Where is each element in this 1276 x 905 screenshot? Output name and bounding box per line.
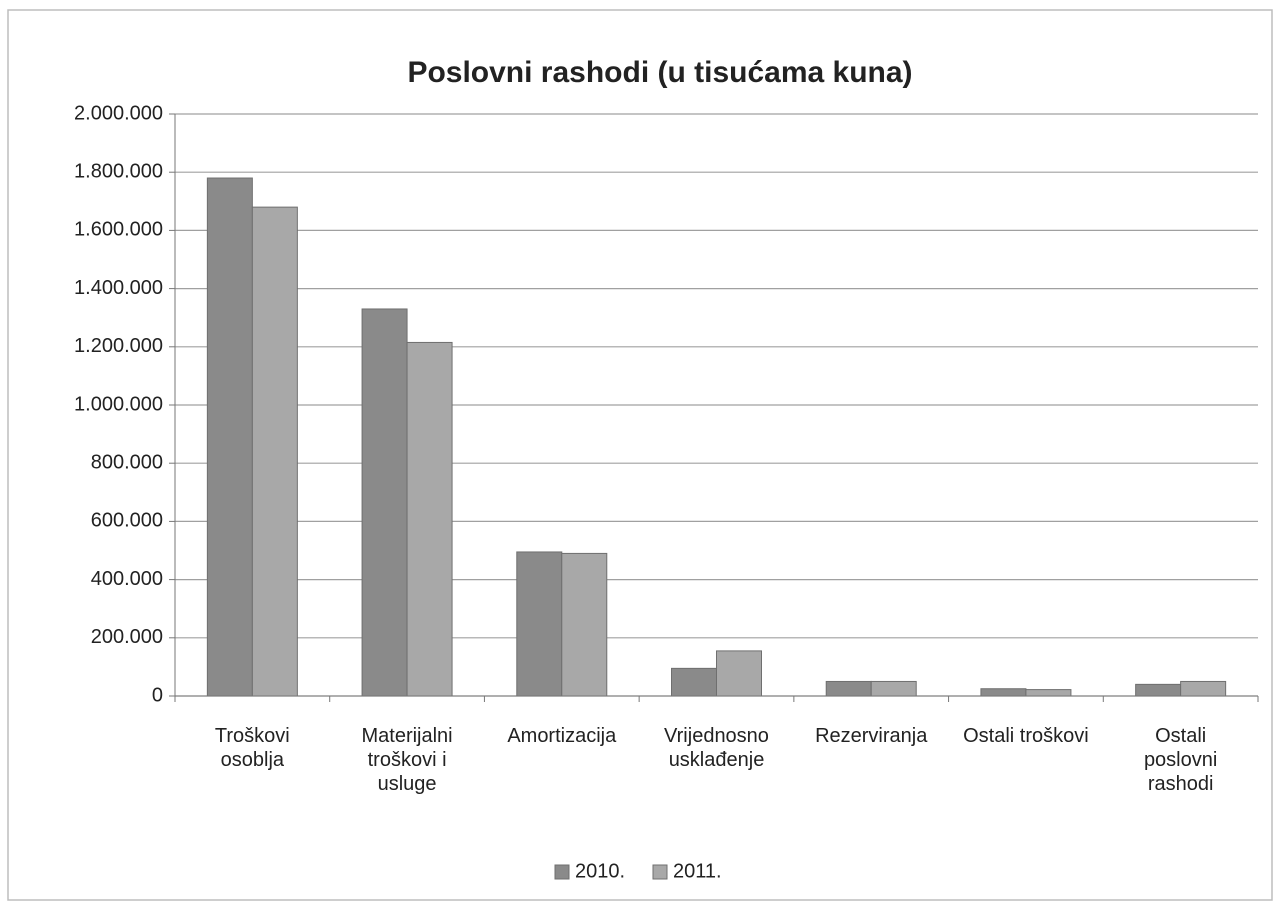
x-tick-label: Ostali poslovni rashodi xyxy=(1143,725,1218,795)
y-tick-label: 1.000.000 xyxy=(74,393,163,415)
bar xyxy=(716,650,762,697)
x-tick-label: Troškovi osoblja xyxy=(214,725,290,771)
legend-swatch xyxy=(652,864,668,880)
y-tick-label: 0 xyxy=(152,684,163,706)
legend-swatch xyxy=(554,864,570,880)
x-tick-label: Vrijednosno usklađenje xyxy=(664,725,769,771)
bar xyxy=(516,551,563,697)
bar xyxy=(206,177,253,697)
bar xyxy=(361,308,408,697)
y-tick-label: 800.000 xyxy=(91,451,163,473)
y-tick-label: 1.800.000 xyxy=(74,160,163,182)
y-tick-label: 1.200.000 xyxy=(74,335,163,357)
bar xyxy=(406,341,453,697)
bar xyxy=(870,680,917,697)
y-tick-label: 1.600.000 xyxy=(74,219,163,241)
y-tick-label: 600.000 xyxy=(91,510,163,532)
x-tick-label: Rezerviranja xyxy=(815,725,928,747)
bar xyxy=(1180,680,1227,697)
x-tick-label: Materijalni troškovi i usluge xyxy=(361,725,453,795)
y-tick-label: 400.000 xyxy=(91,568,163,590)
y-tick-label: 2.000.000 xyxy=(74,102,163,124)
bar xyxy=(1135,683,1182,697)
y-tick-label: 200.000 xyxy=(91,626,163,648)
bar xyxy=(1025,689,1072,697)
x-tick-label: Amortizacija xyxy=(507,725,617,747)
bar xyxy=(561,552,608,697)
x-tick-label: Ostali troškovi xyxy=(963,725,1089,747)
legend-label: 2011. xyxy=(673,860,722,882)
chart-title: Poslovni rashodi (u tisućama kuna) xyxy=(407,56,912,89)
legend-label: 2010. xyxy=(575,860,625,882)
y-tick-label: 1.400.000 xyxy=(74,277,163,299)
bar xyxy=(251,206,298,697)
bar xyxy=(671,667,717,697)
bar xyxy=(825,680,872,697)
bar xyxy=(980,688,1027,697)
